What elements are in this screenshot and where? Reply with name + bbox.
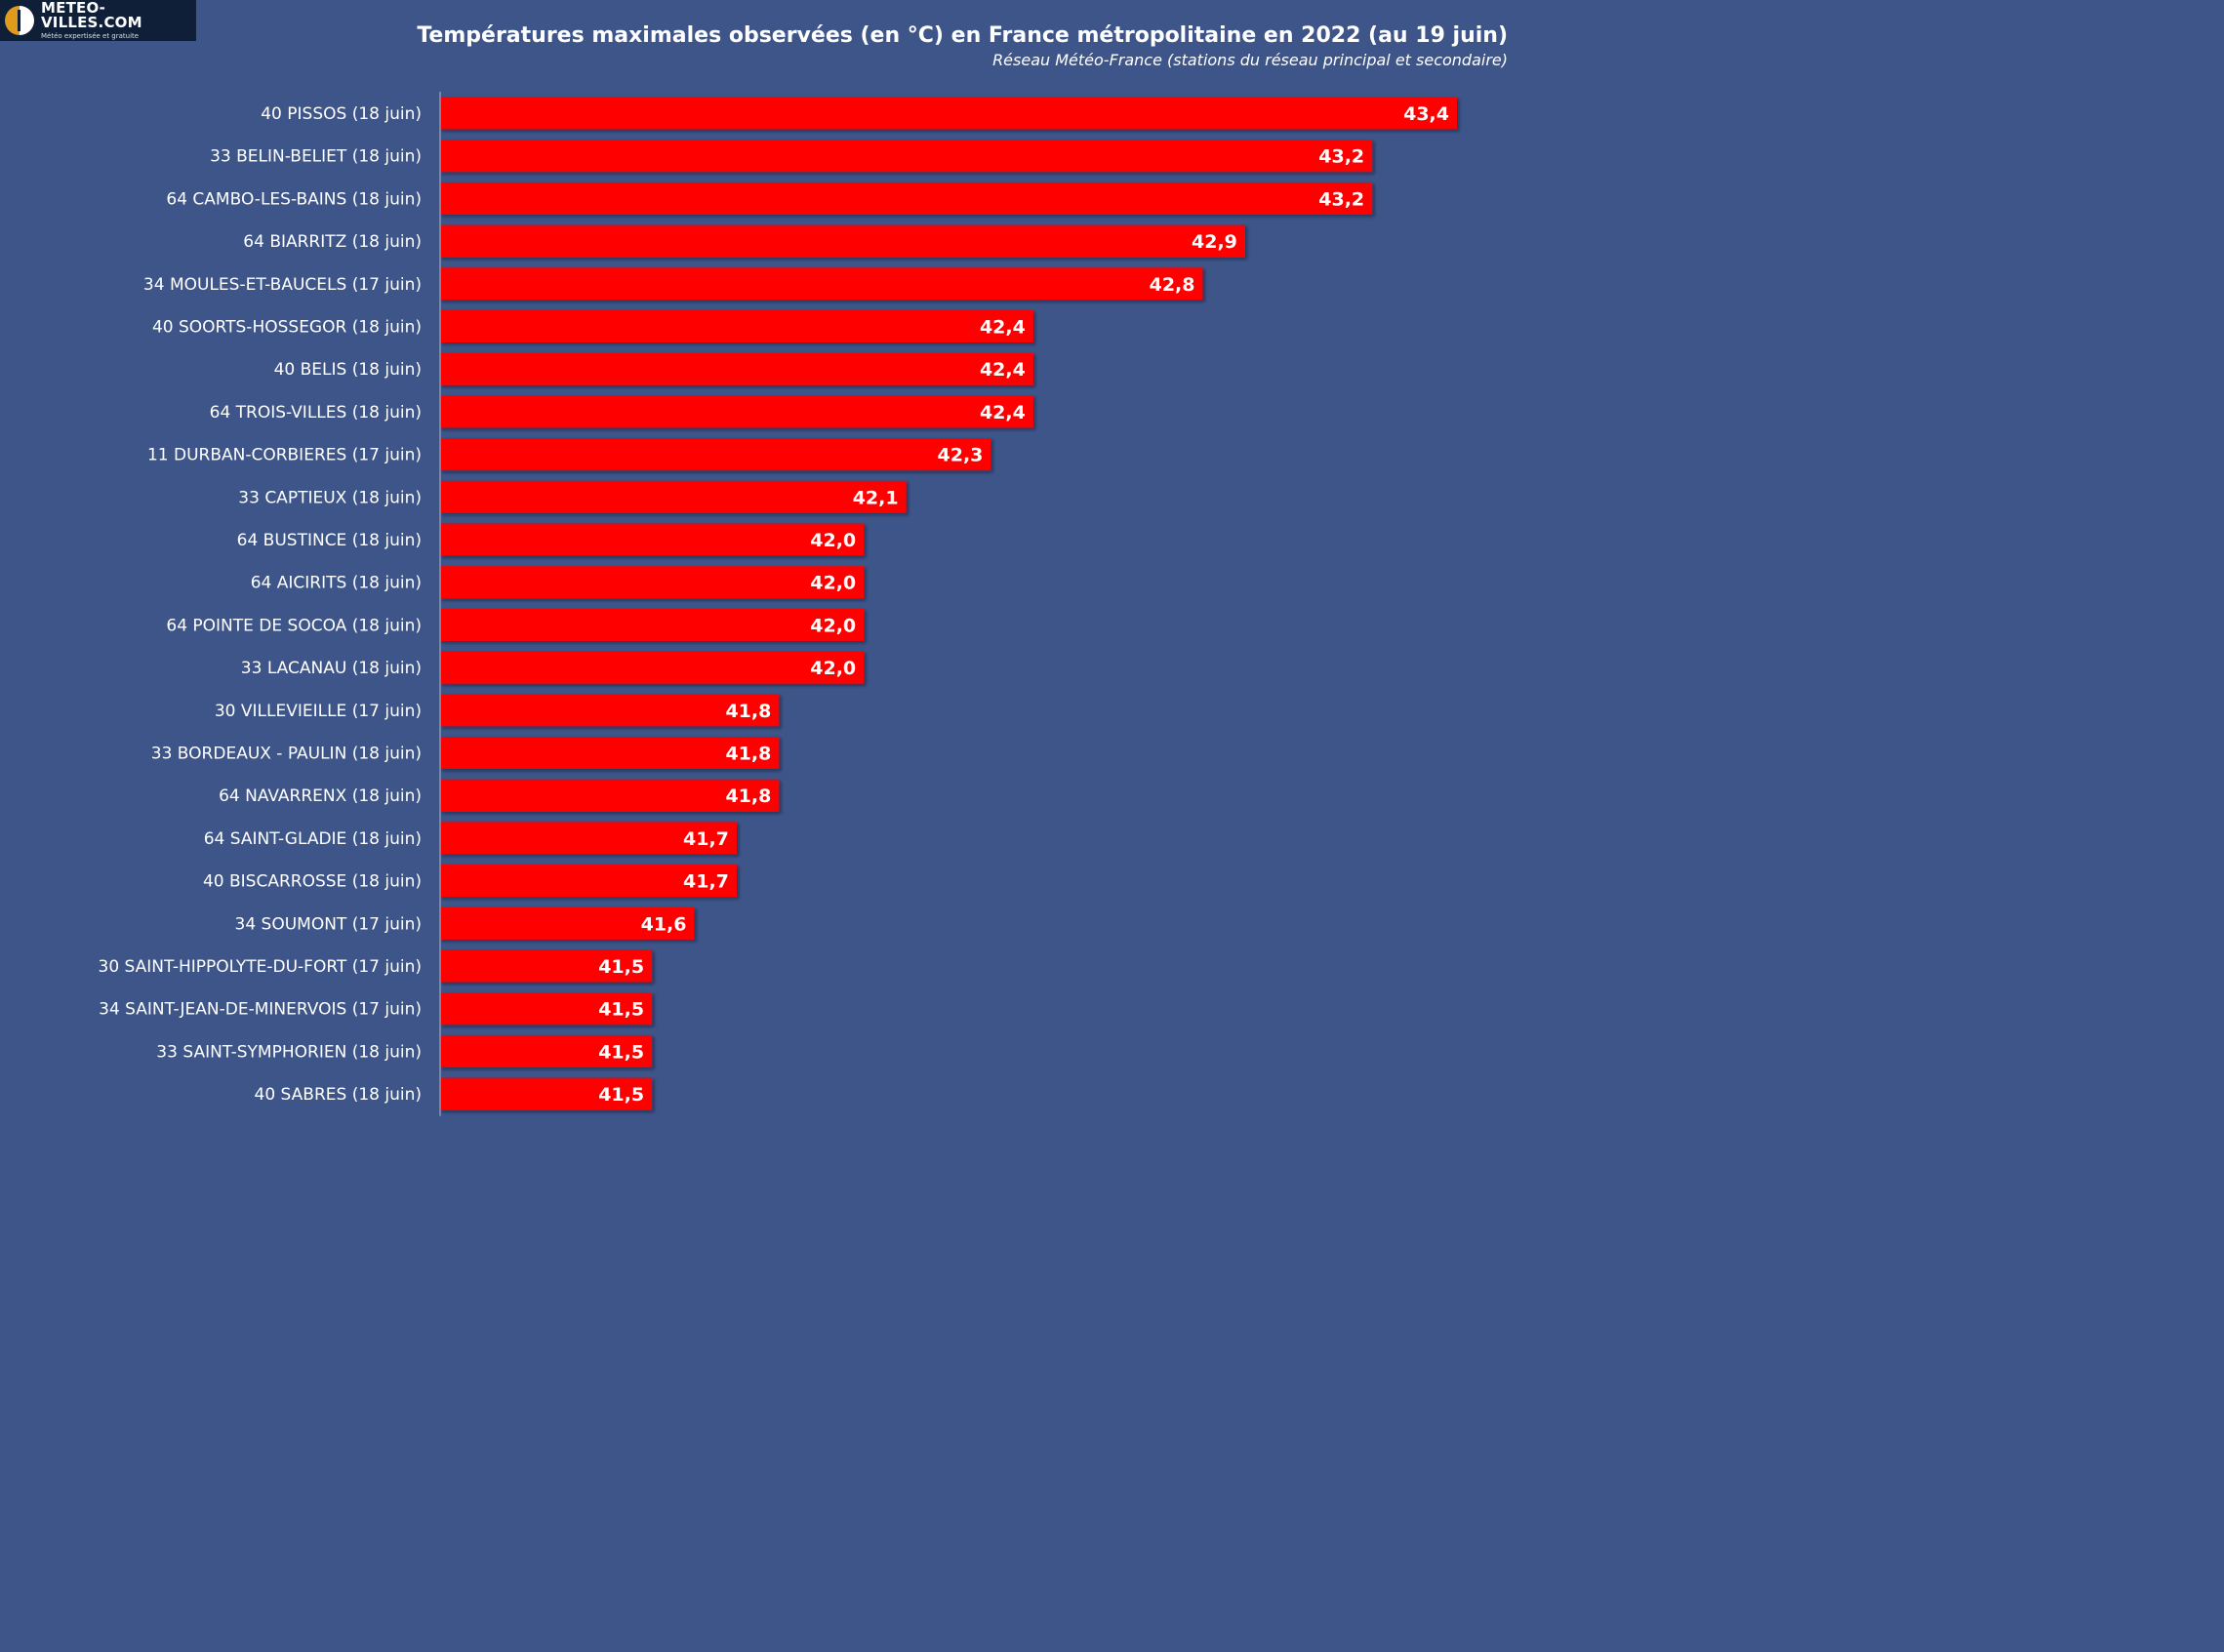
bar	[440, 181, 1373, 215]
bar	[440, 822, 737, 855]
bar-value-label: 43,4	[1403, 103, 1449, 125]
bar-value-label: 41,7	[683, 828, 729, 850]
bar	[440, 523, 865, 556]
category-label: 30 VILLEVIEILLE (17 juin)	[215, 702, 422, 721]
bar-value-label: 41,8	[725, 744, 771, 765]
category-label: 64 BIARRITZ (18 juin)	[243, 232, 422, 252]
bar	[440, 779, 780, 812]
category-label: 34 SAINT-JEAN-DE-MINERVOIS (17 juin)	[99, 1000, 422, 1020]
bar	[440, 1077, 653, 1110]
bar	[440, 395, 1033, 428]
category-label: 64 POINTE DE SOCOA (18 juin)	[166, 616, 422, 635]
bar-value-label: 41,5	[598, 1084, 644, 1106]
bar-value-label: 43,2	[1318, 188, 1364, 210]
bar	[440, 438, 991, 471]
category-label: 33 CAPTIEUX (18 juin)	[238, 488, 422, 507]
category-label: 40 SABRES (18 juin)	[255, 1085, 422, 1105]
category-label: 30 SAINT-HIPPOLYTE-DU-FORT (17 juin)	[99, 957, 422, 977]
bar-value-label: 42,0	[810, 573, 856, 594]
category-label: 40 BISCARROSSE (18 juin)	[203, 872, 422, 892]
category-label: 64 AICIRITS (18 juin)	[251, 574, 422, 593]
bar-value-label: 42,4	[980, 359, 1026, 381]
bar-value-label: 41,7	[683, 871, 729, 893]
category-label: 40 BELIS (18 juin)	[274, 360, 422, 380]
category-label: 64 NAVARRENX (18 juin)	[219, 786, 422, 806]
category-labels-layer: 40 PISSOS (18 juin) 33 BELIN-BELIET (18 j…	[99, 104, 422, 1105]
bar-value-label: 41,8	[725, 701, 771, 722]
bar-value-label: 42,0	[810, 530, 856, 551]
category-label: 40 SOORTS-HOSSEGOR (18 juin)	[152, 318, 422, 338]
chart-subtitle: Réseau Météo-France (stations du réseau …	[992, 51, 1508, 69]
bar-value-label: 41,8	[725, 786, 771, 807]
bar-chart: 43,4 43,2 43,2 42,9 42,8 42,4 42,4 42,4 42,3 42,1…	[99, 92, 1457, 1116]
bar-value-label: 41,5	[598, 999, 644, 1021]
logo-name: METEO-VILLES.COM	[41, 0, 142, 31]
bar-value-label: 43,2	[1318, 146, 1364, 168]
bar	[440, 737, 780, 769]
bar	[440, 651, 865, 684]
bar	[440, 267, 1203, 301]
category-label: 64 SAINT-GLADIE (18 juin)	[204, 829, 422, 849]
bar-value-label: 42,0	[810, 615, 856, 636]
bar-value-label: 41,6	[641, 913, 687, 935]
bar-value-label: 42,1	[853, 487, 899, 508]
bar	[440, 608, 865, 641]
chart-title: Températures maximales observées (en °C)…	[417, 23, 1508, 48]
bar	[440, 1034, 653, 1068]
bar	[440, 140, 1373, 173]
bar	[440, 224, 1245, 258]
bar	[440, 694, 780, 727]
bar-value-label: 42,8	[1150, 274, 1195, 296]
bar	[440, 907, 695, 940]
category-label: 64 BUSTINCE (18 juin)	[237, 531, 422, 550]
half-sun-logo-icon	[5, 6, 34, 35]
bar-value-label: 42,0	[810, 658, 856, 679]
category-label: 40 PISSOS (18 juin)	[261, 104, 422, 124]
bar	[440, 97, 1457, 130]
bar	[440, 480, 907, 513]
category-label: 11 DURBAN-CORBIERES (17 juin)	[147, 446, 422, 465]
bar-value-label: 42,4	[980, 402, 1026, 423]
bar-value-label: 42,4	[980, 317, 1026, 339]
category-label: 33 BELIN-BELIET (18 juin)	[210, 147, 422, 167]
bar	[440, 310, 1033, 342]
bar	[440, 352, 1033, 385]
logo-tagline: Météo expertisée et gratuite	[41, 32, 140, 40]
category-label: 64 CAMBO-LES-BAINS (18 juin)	[166, 189, 422, 209]
category-label: 33 SAINT-SYMPHORIEN (18 juin)	[156, 1042, 422, 1062]
category-label: 34 MOULES-ET-BAUCELS (17 juin)	[143, 275, 422, 295]
site-logo: METEO-VILLES.COM Météo expertisée et gra…	[0, 0, 196, 41]
bar	[440, 566, 865, 599]
category-label: 64 TROIS-VILLES (18 juin)	[210, 403, 422, 423]
bar-value-label: 42,3	[938, 445, 984, 466]
category-label: 33 BORDEAUX - PAULIN (18 juin)	[151, 745, 422, 764]
bar	[440, 992, 653, 1026]
bars-layer: 43,4 43,2 43,2 42,9 42,8 42,4 42,4 42,4 42,3 42,1…	[440, 97, 1457, 1110]
bar-value-label: 41,5	[598, 956, 644, 978]
bar-value-label: 42,9	[1192, 231, 1237, 253]
bar	[440, 949, 653, 983]
bar	[440, 865, 737, 898]
category-label: 33 LACANAU (18 juin)	[241, 659, 422, 678]
category-label: 34 SOUMONT (17 juin)	[235, 914, 423, 934]
bar-value-label: 41,5	[598, 1041, 644, 1063]
